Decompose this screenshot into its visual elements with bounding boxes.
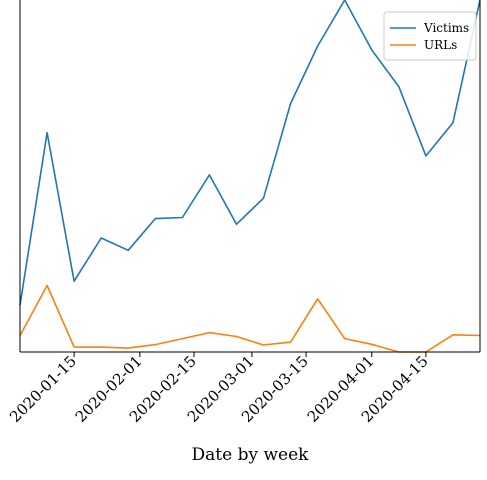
legend-items: Victims URLs	[390, 21, 469, 52]
x-ticks: 2020-01-152020-02-012020-02-152020-03-01…	[6, 352, 432, 426]
legend-box	[383, 11, 477, 61]
x-axis-label: Date by week	[192, 445, 310, 465]
legend-label-victims: Victims	[423, 21, 469, 35]
axes	[19, 0, 481, 353]
series-line-urls	[19, 284, 481, 353]
legend: Victims URLs	[383, 11, 477, 61]
legend-label-urls: URLs	[424, 38, 457, 52]
series-line-victims	[19, 0, 481, 306]
x-tick-label: 2020-01-15	[6, 352, 80, 426]
